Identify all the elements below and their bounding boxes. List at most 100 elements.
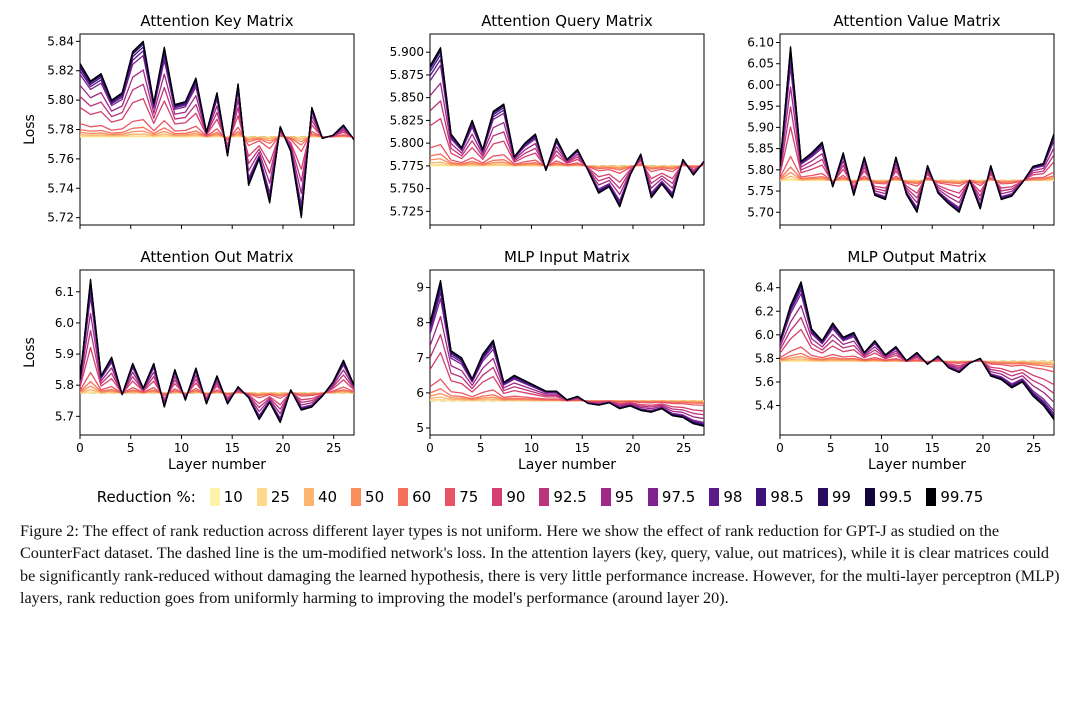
chart-panel: Attention Value Matrix5.705.755.805.855.… [720, 12, 1060, 237]
svg-text:10: 10 [874, 441, 889, 455]
y-axis-label: Loss [22, 337, 38, 368]
y-axis-label: Loss [22, 114, 38, 145]
legend-label: 99.5 [879, 488, 912, 506]
chart-grid: Attention Key Matrix5.725.745.765.785.80… [20, 12, 1060, 478]
series-line [780, 51, 1054, 212]
legend-swatch [601, 488, 611, 506]
chart-panel: Attention Out Matrix5.75.85.96.06.105101… [20, 248, 360, 473]
legend: Reduction %: 1025405060759092.59597.5989… [20, 488, 1060, 506]
chart-panel: Attention Key Matrix5.725.745.765.785.80… [20, 12, 360, 237]
legend-label: 99.75 [940, 488, 983, 506]
chart-panel: MLP Output Matrix5.45.65.86.06.26.405101… [720, 248, 1060, 473]
series-line [430, 317, 704, 419]
legend-label: 99 [832, 488, 851, 506]
svg-text:5: 5 [127, 441, 135, 455]
series-line [780, 55, 1054, 211]
svg-text:5.70: 5.70 [747, 205, 774, 219]
panel-title: Attention Value Matrix [833, 12, 1000, 30]
legend-item: 40 [304, 488, 337, 506]
series-line [780, 48, 1054, 212]
x-axis-label: Layer number [168, 457, 266, 473]
figure-caption: Figure 2: The effect of rank reduction a… [20, 520, 1060, 609]
legend-swatch [257, 488, 267, 506]
panel-title: MLP Input Matrix [504, 248, 630, 266]
series-line [80, 279, 354, 422]
svg-text:5.82: 5.82 [47, 64, 74, 78]
svg-text:5.800: 5.800 [390, 136, 424, 150]
svg-text:6.0: 6.0 [755, 328, 774, 342]
legend-item: 98.5 [756, 488, 803, 506]
svg-text:7: 7 [416, 351, 424, 365]
svg-text:9: 9 [416, 281, 424, 295]
legend-swatch [492, 488, 502, 506]
legend-item: 99 [818, 488, 851, 506]
svg-text:0: 0 [76, 441, 84, 455]
series-line [780, 283, 1054, 420]
svg-text:6.1: 6.1 [55, 285, 74, 299]
legend-swatch [210, 488, 220, 506]
svg-text:15: 15 [925, 441, 940, 455]
panel: Attention Out Matrix5.75.85.96.06.105101… [20, 248, 360, 478]
svg-text:6.0: 6.0 [55, 316, 74, 330]
legend-item: 97.5 [648, 488, 695, 506]
series-line [780, 107, 1054, 198]
svg-text:6.00: 6.00 [747, 78, 774, 92]
legend-item: 98 [709, 488, 742, 506]
legend-item: 60 [398, 488, 431, 506]
caption-text: The effect of rank reduction across diff… [20, 522, 1059, 607]
legend-label: 98.5 [770, 488, 803, 506]
series-line [430, 101, 704, 189]
svg-text:5.900: 5.900 [390, 45, 424, 59]
svg-text:5.80: 5.80 [747, 163, 774, 177]
svg-text:5.875: 5.875 [390, 68, 424, 82]
legend-swatch [539, 488, 549, 506]
svg-text:6: 6 [416, 386, 424, 400]
legend-label: 60 [412, 488, 431, 506]
legend-swatch [709, 488, 719, 506]
series-line [780, 282, 1054, 420]
svg-text:5.90: 5.90 [747, 120, 774, 134]
x-axis-label: Layer number [518, 457, 616, 473]
legend-swatch [351, 488, 361, 506]
panel-title: Attention Out Matrix [140, 248, 293, 266]
series-line [780, 47, 1054, 213]
svg-text:20: 20 [975, 441, 990, 455]
svg-text:25: 25 [1026, 441, 1041, 455]
series-line [780, 290, 1054, 414]
series-line [80, 56, 354, 206]
svg-text:5.850: 5.850 [390, 91, 424, 105]
legend-item: 92.5 [539, 488, 586, 506]
legend-item: 75 [445, 488, 478, 506]
figure-label: Figure 2: [20, 522, 79, 540]
svg-text:15: 15 [225, 441, 240, 455]
series-line [430, 83, 704, 194]
legend-label: 50 [365, 488, 384, 506]
legend-label: 97.5 [662, 488, 695, 506]
legend-item: 25 [257, 488, 290, 506]
svg-text:5.85: 5.85 [747, 142, 774, 156]
svg-text:25: 25 [326, 441, 341, 455]
legend-swatch [445, 488, 455, 506]
panel-title: Attention Key Matrix [140, 12, 293, 30]
legend-label: 92.5 [553, 488, 586, 506]
panel: MLP Output Matrix5.45.65.86.06.26.405101… [720, 248, 1060, 478]
panel-title: Attention Query Matrix [481, 12, 653, 30]
svg-text:15: 15 [575, 441, 590, 455]
legend-swatch [304, 488, 314, 506]
svg-text:5.7: 5.7 [55, 409, 74, 423]
legend-label: 25 [271, 488, 290, 506]
series-line [80, 330, 354, 409]
panel-title: MLP Output Matrix [847, 248, 986, 266]
svg-text:5.84: 5.84 [47, 34, 74, 48]
series-line [80, 51, 354, 210]
legend-swatch [926, 488, 936, 506]
svg-text:5.80: 5.80 [47, 93, 74, 107]
legend-item: 95 [601, 488, 634, 506]
svg-text:25: 25 [676, 441, 691, 455]
svg-text:5: 5 [416, 421, 424, 435]
panel: MLP Input Matrix567890510152025Layer num… [370, 248, 710, 478]
svg-text:6.2: 6.2 [755, 304, 774, 318]
svg-text:8: 8 [416, 316, 424, 330]
svg-text:5.825: 5.825 [390, 113, 424, 127]
svg-text:5.72: 5.72 [47, 211, 74, 225]
